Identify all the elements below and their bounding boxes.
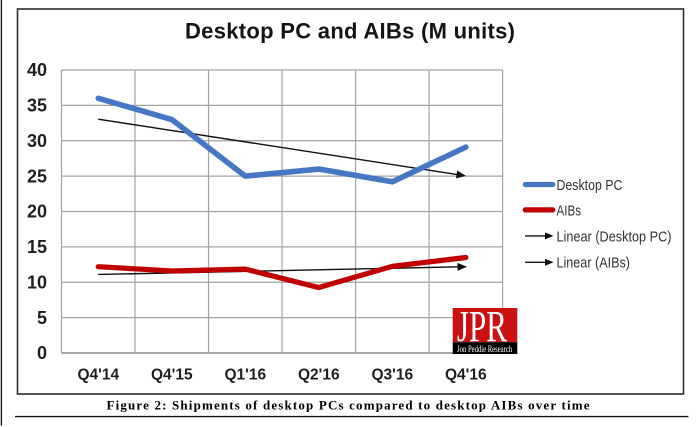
svg-text:Figure 2: Shipments of desktop: Figure 2: Shipments of desktop PCs compa… bbox=[107, 398, 590, 413]
svg-text:AIBs: AIBs bbox=[557, 203, 582, 219]
svg-text:Jon Peddie Research: Jon Peddie Research bbox=[457, 345, 512, 355]
svg-text:Q4'15: Q4'15 bbox=[151, 367, 193, 384]
svg-text:Q4'14: Q4'14 bbox=[77, 367, 119, 384]
svg-text:Q3'16: Q3'16 bbox=[371, 367, 413, 384]
svg-text:Linear (AIBs): Linear (AIBs) bbox=[557, 256, 631, 272]
svg-text:Q4'16: Q4'16 bbox=[445, 367, 487, 384]
svg-text:35: 35 bbox=[27, 96, 47, 116]
svg-text:0: 0 bbox=[37, 343, 47, 363]
svg-text:Desktop PC and AIBs (M units): Desktop PC and AIBs (M units) bbox=[185, 19, 515, 44]
svg-text:40: 40 bbox=[27, 60, 47, 80]
svg-text:Q2'16: Q2'16 bbox=[298, 367, 340, 384]
svg-text:15: 15 bbox=[27, 237, 47, 257]
svg-text:25: 25 bbox=[27, 166, 47, 186]
svg-text:30: 30 bbox=[27, 131, 47, 151]
svg-text:Desktop PC: Desktop PC bbox=[557, 178, 623, 194]
svg-text:20: 20 bbox=[27, 202, 47, 222]
svg-text:JPR: JPR bbox=[457, 301, 507, 351]
svg-text:Q1'16: Q1'16 bbox=[224, 367, 266, 384]
svg-text:Linear (Desktop PC): Linear (Desktop PC) bbox=[557, 229, 672, 245]
svg-text:5: 5 bbox=[37, 308, 47, 328]
svg-text:10: 10 bbox=[27, 272, 47, 292]
